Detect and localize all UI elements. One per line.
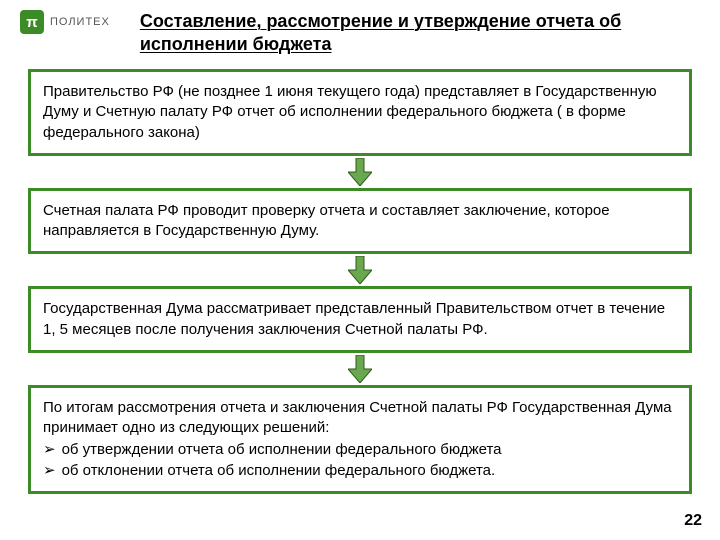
step-box-3: Государственная Дума рассматривает предс… (28, 286, 692, 353)
logo: π ПОЛИТЕХ (20, 10, 110, 34)
step-box-2: Счетная палата РФ проводит проверку отче… (28, 188, 692, 255)
bullet-item: ➢ об утверждении отчета об исполнении фе… (43, 440, 677, 460)
slide: π ПОЛИТЕХ Составление, рассмотрение и ут… (0, 0, 720, 540)
step-box-4: По итогам рассмотрения отчета и заключен… (28, 385, 692, 494)
header: π ПОЛИТЕХ Составление, рассмотрение и ут… (0, 0, 720, 63)
bullet-text: об отклонении отчета об исполнении федер… (62, 461, 496, 481)
step-text: Государственная Дума рассматривает предс… (43, 300, 665, 337)
step-intro: По итогам рассмотрения отчета и заключен… (43, 398, 677, 439)
bullet-text: об утверждении отчета об исполнении феде… (62, 440, 502, 460)
bullet-item: ➢ об отклонении отчета об исполнении фед… (43, 461, 677, 481)
step-text: Правительство РФ (не позднее 1 июня теку… (43, 83, 657, 141)
page-title: Составление, рассмотрение и утверждение … (140, 10, 700, 55)
logo-icon: π (20, 10, 44, 34)
step-box-1: Правительство РФ (не позднее 1 июня теку… (28, 69, 692, 156)
bullet-list: ➢ об утверждении отчета об исполнении фе… (43, 440, 677, 481)
bullet-icon: ➢ (43, 440, 56, 460)
step-text: Счетная палата РФ проводит проверку отче… (43, 202, 610, 239)
bullet-icon: ➢ (43, 461, 56, 481)
arrow-1 (348, 158, 372, 186)
arrow-2 (348, 256, 372, 284)
page-number: 22 (684, 512, 702, 530)
flow-content: Правительство РФ (не позднее 1 июня теку… (0, 63, 720, 494)
arrow-3 (348, 355, 372, 383)
logo-text: ПОЛИТЕХ (50, 16, 110, 28)
